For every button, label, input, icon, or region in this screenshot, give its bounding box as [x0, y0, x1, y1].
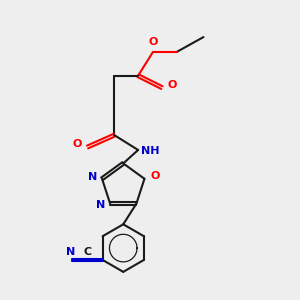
- Text: O: O: [148, 37, 158, 46]
- Text: N: N: [88, 172, 97, 182]
- Text: O: O: [73, 139, 82, 149]
- Text: N: N: [66, 247, 75, 257]
- Text: N: N: [96, 200, 105, 210]
- Text: C: C: [83, 247, 91, 257]
- Text: NH: NH: [141, 146, 160, 157]
- Text: O: O: [150, 171, 160, 182]
- Text: O: O: [168, 80, 177, 90]
